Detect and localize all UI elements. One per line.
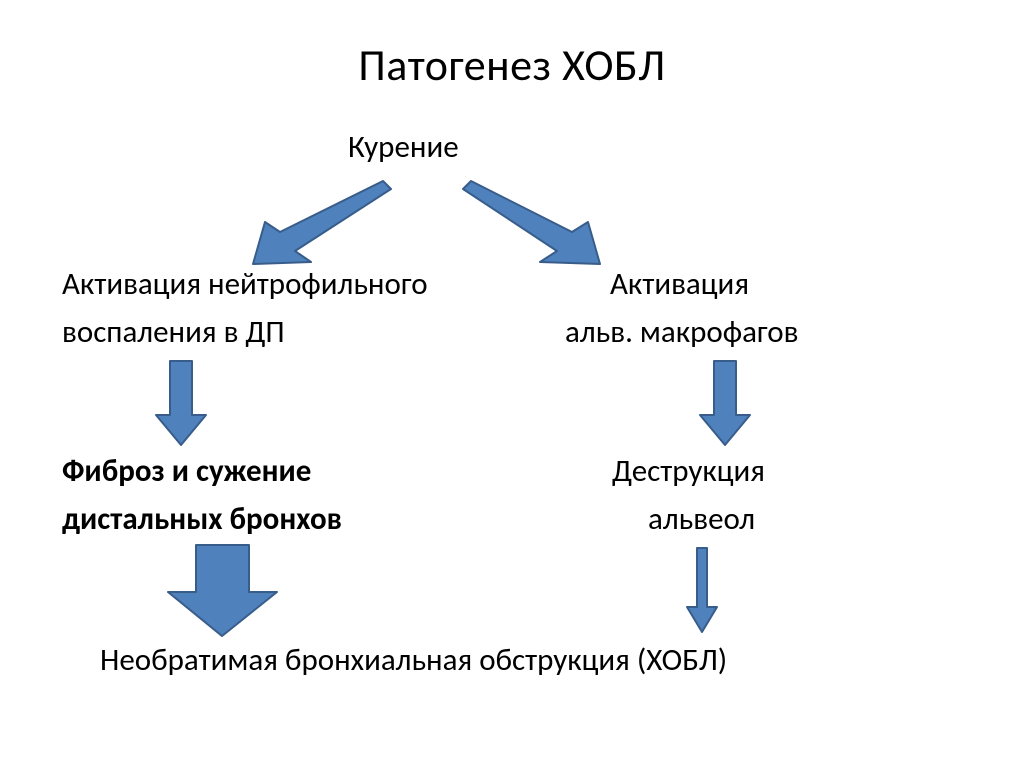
node-left-mid-line2: воспаления в ДП (62, 308, 285, 356)
arrow-left-mid-icon (156, 361, 206, 445)
slide: Патогенез ХОБЛ Курение Активация нейтроф… (0, 0, 1024, 767)
arrow-right-mid-icon (700, 361, 750, 445)
node-smoking: Курение (348, 123, 459, 171)
node-right-low-line2: альвеол (648, 495, 755, 543)
arrow-top-left-icon (253, 181, 391, 264)
node-left-mid-line1: Активация нейтрофильного (62, 260, 428, 308)
node-bottom: Необратимая бронхиальная обструкция (ХОБ… (100, 636, 727, 684)
arrow-left-bottom-icon (168, 545, 277, 636)
node-left-low-line1: Фиброз и сужение (62, 447, 311, 495)
arrow-right-bottom-icon (687, 548, 717, 632)
slide-title: Патогенез ХОБЛ (0, 38, 1024, 92)
node-right-mid-line2: альв. макрофагов (565, 308, 799, 356)
arrow-top-right-icon (463, 181, 600, 264)
node-left-low-line2: дистальных бронхов (62, 495, 342, 543)
node-right-mid-line1: Активация (610, 260, 749, 308)
node-right-low-line1: Деструкция (612, 447, 765, 495)
